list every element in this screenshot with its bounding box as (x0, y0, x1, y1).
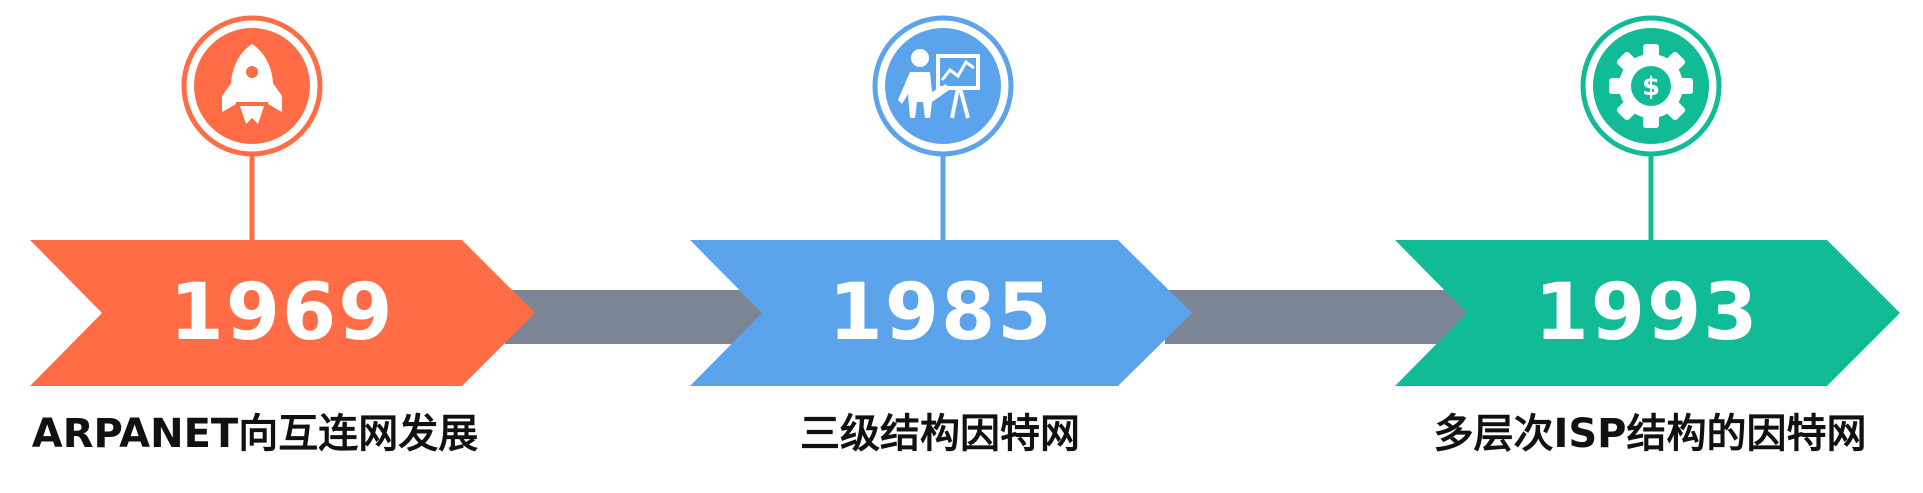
year-arrow (1395, 240, 1900, 386)
year-label: 1993 (1534, 268, 1759, 358)
year-label: 1969 (169, 268, 394, 358)
milestone-caption-1985: 三级结构因特网 (800, 411, 1080, 457)
milestone-1985: 1985 (690, 15, 1192, 386)
svg-text:$: $ (1642, 72, 1660, 102)
year-arrow (690, 240, 1192, 386)
milestone-caption-1969: ARPANET向互连网发展 (31, 411, 479, 457)
milestone-1993: $ 1993 (1395, 15, 1900, 386)
year-label: 1985 (828, 268, 1053, 358)
year-arrow (30, 240, 535, 386)
presenter-board-icon (898, 49, 980, 119)
connector-bar-2 (1165, 290, 1495, 344)
rocket-icon (222, 44, 282, 124)
milestone-caption-1993: 多层次ISP结构的因特网 (1433, 411, 1867, 457)
dollar-gear-icon: $ (1609, 44, 1693, 128)
milestone-1969: 1969 (30, 15, 535, 386)
